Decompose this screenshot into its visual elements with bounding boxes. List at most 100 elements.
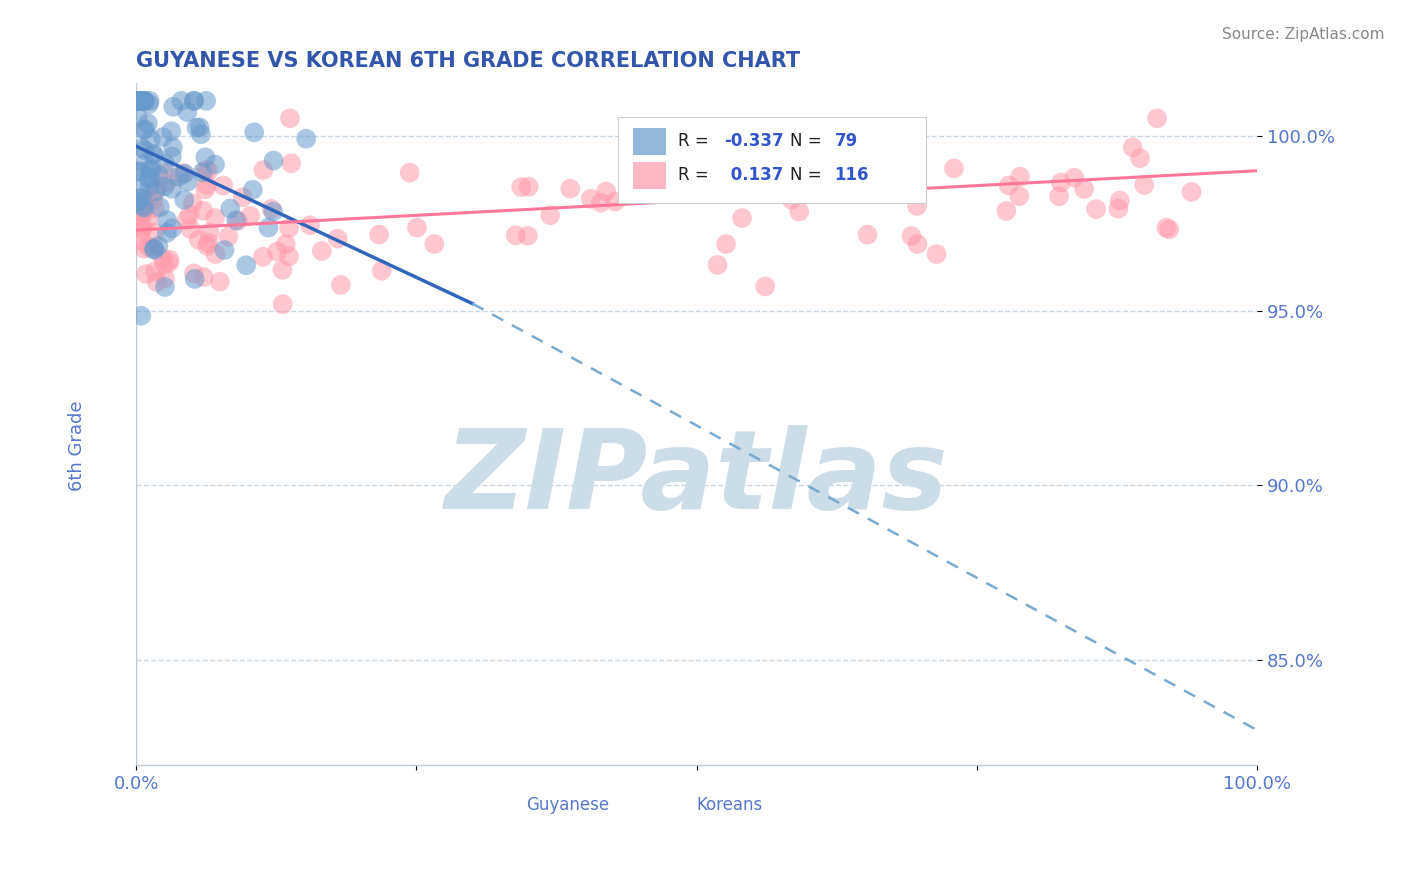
Point [138, 179, 160, 194]
Point [132, 199, 155, 213]
Text: Source: ZipAtlas.com: Source: ZipAtlas.com [1222, 27, 1385, 42]
Point [153, 257, 176, 271]
Point [823, 146, 845, 161]
Point [1156, 220, 1178, 235]
Point [194, 163, 217, 178]
Point [1008, 189, 1031, 203]
Point [136, 116, 159, 130]
Point [780, 193, 803, 207]
Point [155, 157, 177, 171]
Point [176, 213, 198, 227]
Point [295, 132, 318, 146]
Point [139, 162, 162, 177]
Point [560, 181, 582, 195]
Point [252, 250, 274, 264]
Point [127, 110, 149, 124]
Point [326, 232, 349, 246]
Point [131, 221, 153, 235]
Point [197, 163, 219, 178]
Point [138, 97, 160, 112]
Point [153, 271, 176, 285]
Point [217, 229, 239, 244]
Point [142, 193, 165, 207]
Point [135, 267, 157, 281]
Point [153, 166, 176, 180]
Text: R =: R = [678, 167, 713, 185]
Point [142, 148, 165, 162]
Point [768, 153, 790, 167]
Point [1146, 112, 1168, 126]
Text: 0.137: 0.137 [724, 167, 783, 185]
FancyBboxPatch shape [659, 796, 688, 814]
Point [129, 309, 152, 323]
Point [157, 256, 180, 270]
Point [183, 94, 205, 108]
Point [214, 243, 236, 257]
Point [243, 125, 266, 139]
Point [266, 244, 288, 259]
Point [280, 156, 302, 170]
Point [138, 94, 160, 108]
Point [1107, 202, 1129, 216]
Point [423, 237, 446, 252]
Point [226, 214, 249, 228]
Text: Guyanese: Guyanese [526, 797, 609, 814]
Point [173, 167, 195, 181]
Point [681, 164, 703, 178]
Point [181, 196, 204, 211]
Point [142, 146, 165, 161]
Point [162, 140, 184, 154]
Point [595, 185, 617, 199]
Point [925, 247, 948, 261]
Point [219, 202, 242, 216]
Text: 79: 79 [834, 132, 858, 150]
Point [131, 216, 153, 230]
Point [170, 94, 193, 108]
Point [136, 194, 159, 208]
Point [149, 200, 172, 214]
Point [142, 241, 165, 255]
Point [132, 206, 155, 220]
Point [152, 130, 174, 145]
Point [198, 226, 221, 240]
Point [180, 222, 202, 236]
Point [516, 228, 538, 243]
Text: 6th Grade: 6th Grade [69, 401, 86, 491]
Point [1047, 189, 1070, 203]
FancyBboxPatch shape [489, 796, 517, 814]
Point [136, 212, 159, 227]
Point [134, 94, 156, 108]
Point [160, 221, 183, 235]
Point [274, 237, 297, 252]
Point [127, 165, 149, 179]
Point [148, 169, 170, 183]
Point [134, 157, 156, 171]
Point [195, 239, 218, 253]
Point [370, 264, 392, 278]
Point [145, 185, 167, 199]
Point [905, 199, 928, 213]
Point [188, 120, 211, 135]
Point [153, 179, 176, 194]
Point [183, 272, 205, 286]
Point [235, 258, 257, 272]
Point [1085, 202, 1108, 216]
Point [127, 94, 149, 108]
Point [398, 166, 420, 180]
Point [159, 252, 181, 267]
Point [311, 244, 333, 258]
Point [193, 269, 215, 284]
FancyBboxPatch shape [619, 118, 927, 202]
Point [139, 171, 162, 186]
Point [1050, 176, 1073, 190]
Point [260, 202, 283, 216]
Point [153, 280, 176, 294]
Point [787, 204, 810, 219]
Point [129, 164, 152, 178]
Point [183, 94, 205, 108]
Point [197, 235, 219, 250]
Point [172, 166, 194, 180]
Point [517, 179, 540, 194]
Point [225, 213, 247, 227]
Point [724, 123, 747, 137]
